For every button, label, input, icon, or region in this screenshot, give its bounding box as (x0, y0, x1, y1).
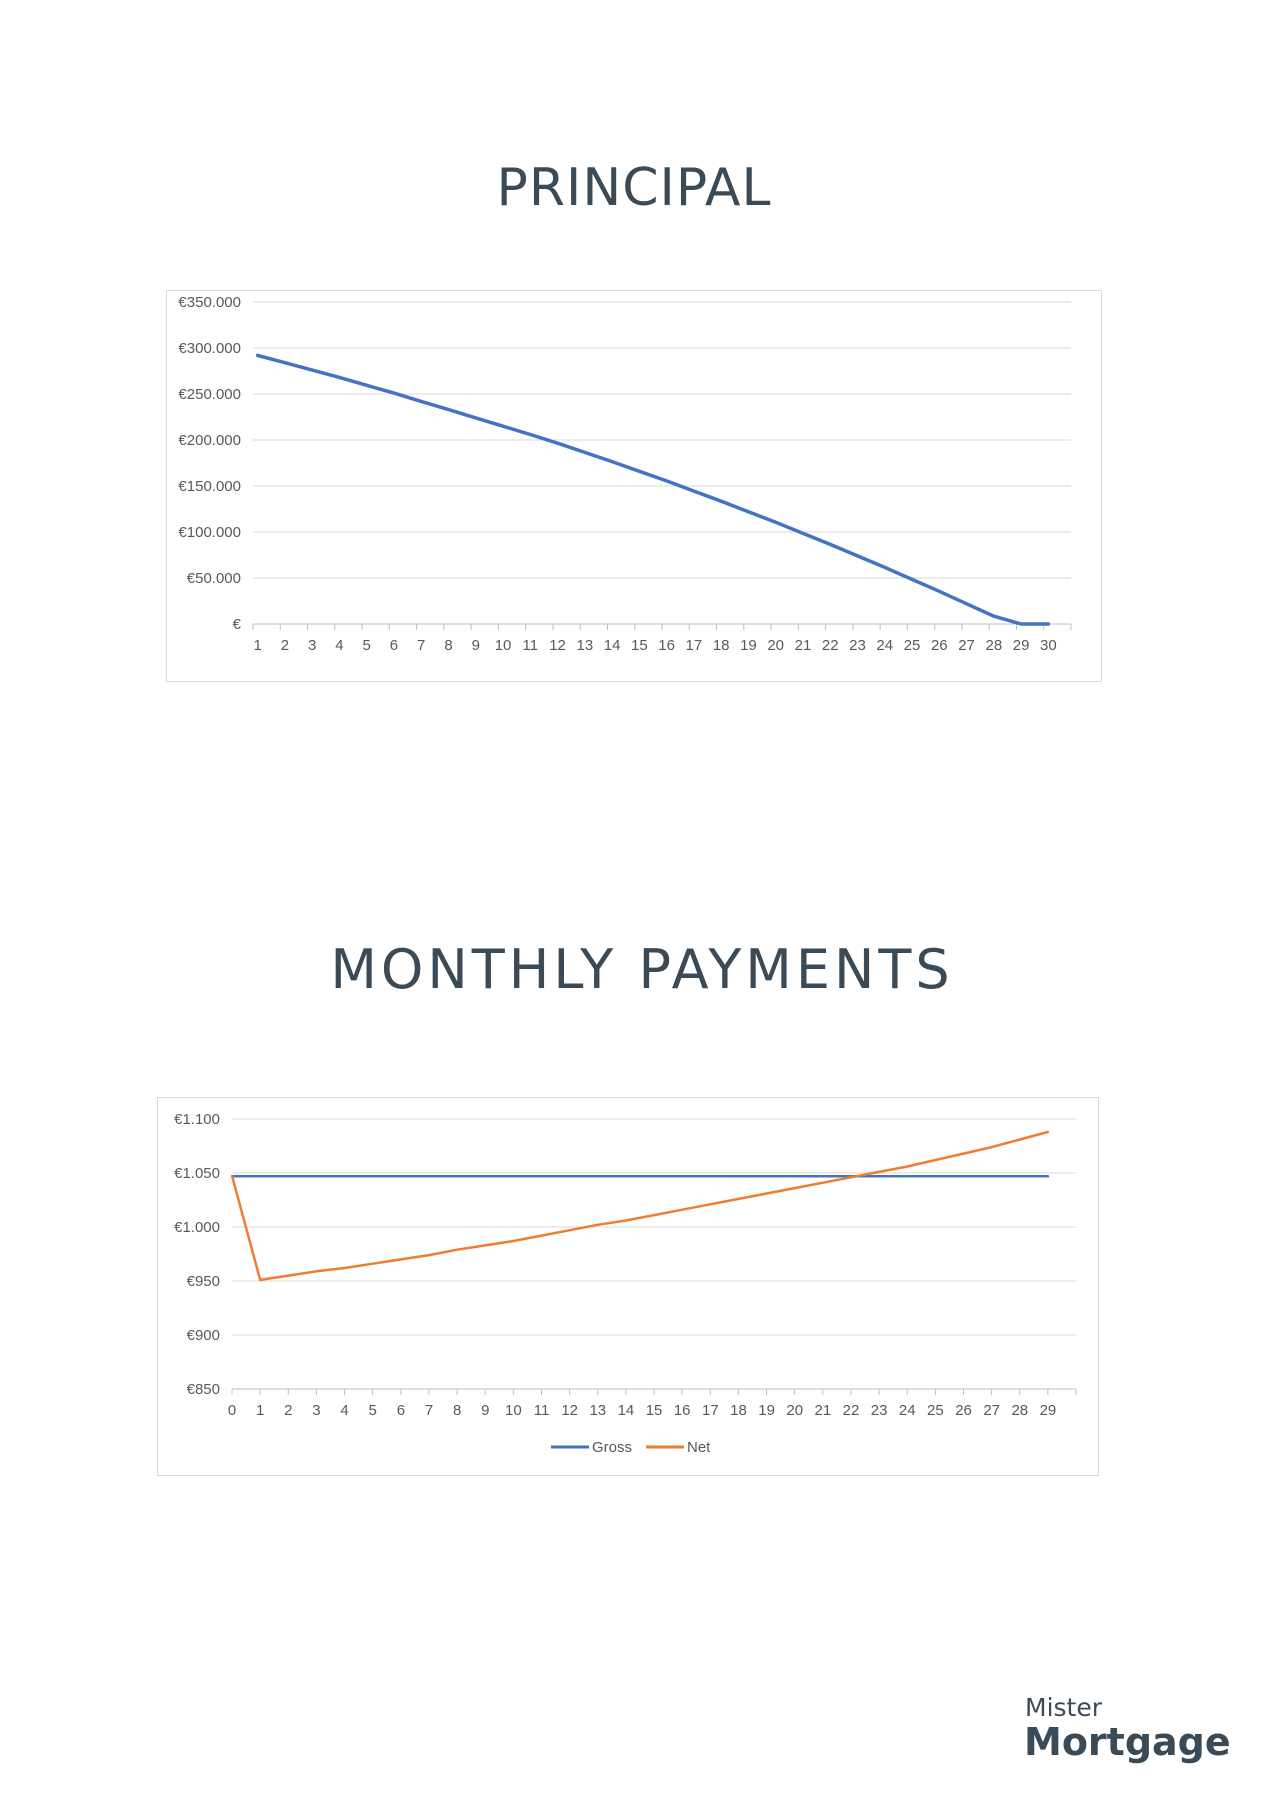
y-tick-label: €1.000 (174, 1219, 220, 1236)
x-tick-label: 13 (589, 1402, 606, 1419)
y-tick-label: €50.000 (187, 570, 241, 587)
x-tick-label: 22 (843, 1402, 860, 1419)
x-tick-label: 17 (686, 637, 703, 654)
x-tick-label: 11 (534, 1402, 550, 1419)
y-tick-label: €100.000 (178, 524, 241, 541)
x-tick-label: 21 (815, 1402, 832, 1419)
x-tick-label: 28 (985, 637, 1002, 654)
x-tick-label: 23 (849, 637, 866, 654)
x-tick-label: 3 (308, 637, 316, 654)
x-tick-label: 6 (390, 637, 398, 654)
x-tick-label: 2 (284, 1402, 292, 1419)
x-tick-label: 21 (795, 637, 812, 654)
x-tick-label: 20 (767, 637, 784, 654)
x-tick-label: 1 (253, 637, 261, 654)
x-tick-label: 29 (1013, 637, 1030, 654)
principal-chart-title: PRINCIPAL (496, 158, 772, 218)
x-tick-label: 10 (505, 1402, 522, 1419)
logo-line-2: Mortgage (1024, 1720, 1231, 1764)
y-tick-label: €850 (187, 1381, 220, 1398)
x-tick-label: 1 (256, 1402, 264, 1419)
x-tick-label: 23 (871, 1402, 888, 1419)
y-tick-label: €950 (187, 1273, 220, 1290)
legend-label-gross: Gross (592, 1439, 632, 1456)
x-tick-label: 5 (369, 1402, 377, 1419)
x-tick-label: 14 (604, 637, 621, 654)
x-tick-label: 10 (495, 637, 512, 654)
x-tick-label: 15 (631, 637, 648, 654)
x-tick-label: 18 (730, 1402, 747, 1419)
x-tick-label: 26 (931, 637, 948, 654)
x-tick-label: 15 (646, 1402, 663, 1419)
x-tick-label: 5 (363, 637, 371, 654)
x-tick-label: 9 (472, 637, 480, 654)
monthly-payments-chart: €850 €900 €950 €1.000 €1.050 €1.100 0 1 2 3 4 5 6 7 8 9… (157, 1097, 1099, 1476)
x-tick-label: 7 (417, 637, 425, 654)
x-tick-label: 16 (658, 637, 675, 654)
x-tick-label: 13 (576, 637, 593, 654)
x-tick-label: 16 (674, 1402, 691, 1419)
x-tick-label: 19 (740, 637, 757, 654)
x-tick-label: 24 (876, 637, 893, 654)
y-tick-label: €150.000 (178, 478, 241, 495)
y-tick-label: €300.000 (178, 340, 241, 357)
series-line-net (230, 1130, 1050, 1282)
x-tick-label: 11 (523, 637, 539, 654)
x-tick-label: 7 (425, 1402, 433, 1419)
x-tick-label: 4 (340, 1402, 348, 1419)
x-tick-label: 30 (1040, 637, 1057, 654)
x-tick-label: 25 (927, 1402, 944, 1419)
principal-chart-svg: € €50.000 €100.000 €150.000 €200.000 €250.000… (178, 294, 1072, 654)
x-tick-label: 28 (1011, 1402, 1028, 1419)
x-tick-label: 3 (312, 1402, 320, 1419)
x-tick-label: 27 (958, 637, 975, 654)
x-tick-label: 29 (1040, 1402, 1057, 1419)
logo-line-1: Mister (1025, 1693, 1103, 1722)
x-tick-label: 9 (481, 1402, 489, 1419)
x-tick-label: 14 (618, 1402, 635, 1419)
x-tick-label: 12 (561, 1402, 578, 1419)
x-tick-label: 22 (822, 637, 839, 654)
y-tick-label: €350.000 (178, 294, 241, 311)
y-tick-label: €250.000 (178, 386, 241, 403)
x-tick-label: 4 (335, 637, 343, 654)
x-tick-label: 25 (904, 637, 921, 654)
x-tick-label: 6 (397, 1402, 405, 1419)
x-tick-label: 8 (444, 637, 452, 654)
x-tick-label: 27 (983, 1402, 1000, 1419)
x-tick-label: 20 (786, 1402, 803, 1419)
x-tick-label: 18 (713, 637, 730, 654)
legend-label-net: Net (687, 1439, 711, 1456)
x-tick-label: 12 (549, 637, 566, 654)
principal-chart: € €50.000 €100.000 €150.000 €200.000 €250.000… (166, 290, 1102, 682)
y-tick-label: €200.000 (178, 432, 241, 449)
x-tick-label: 0 (228, 1402, 236, 1419)
x-tick-label: 17 (702, 1402, 719, 1419)
monthly-payments-chart-title: MONTHLY PAYMENTS (330, 938, 954, 1001)
x-tick-label: 19 (758, 1402, 775, 1419)
y-tick-label: € (233, 616, 242, 633)
y-tick-label: €1.100 (174, 1111, 220, 1128)
series-line-principal (255, 353, 1051, 626)
x-tick-label: 2 (281, 637, 289, 654)
y-tick-label: €900 (187, 1327, 220, 1344)
x-tick-label: 8 (453, 1402, 461, 1419)
x-tick-label: 26 (955, 1402, 972, 1419)
y-tick-label: €1.050 (174, 1165, 220, 1182)
mister-mortgage-logo: Mister Mortgage (1024, 1693, 1231, 1764)
x-tick-label: 24 (899, 1402, 916, 1419)
